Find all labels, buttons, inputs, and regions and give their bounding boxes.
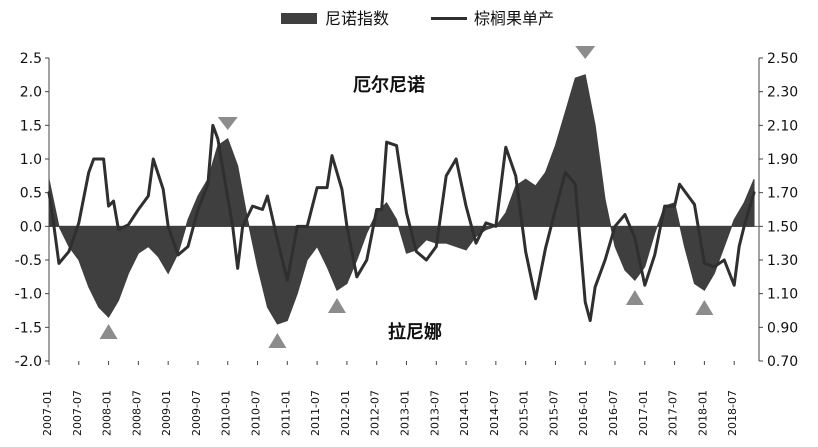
right-tick-label: 2.10 <box>767 118 798 134</box>
x-tick-label: 2012-07 <box>369 390 382 436</box>
right-tick-label: 1.90 <box>767 152 798 168</box>
legend-label: 尼诺指数 <box>325 9 389 28</box>
marker-down <box>575 46 596 59</box>
x-tick-label: 2013-01 <box>398 390 411 436</box>
x-tick-label: 2008-07 <box>130 390 143 436</box>
left-tick-label: 0.5 <box>20 186 42 202</box>
x-tick-label: 2011-07 <box>309 390 322 436</box>
marker-down <box>217 117 238 130</box>
la-nina-label: 拉尼娜 <box>388 321 442 343</box>
marker-up <box>625 290 644 305</box>
x-tick-label: 2018-01 <box>696 390 709 436</box>
left-tick-label: -2.0 <box>15 354 42 370</box>
marker-up <box>99 324 118 339</box>
right-tick-label: 2.50 <box>767 51 798 67</box>
x-tick-label: 2015-01 <box>518 390 531 436</box>
nino-area-path <box>48 74 755 325</box>
el-nino-label: 厄尔尼诺 <box>353 74 425 96</box>
x-tick-label: 2008-01 <box>101 390 114 436</box>
nino-area-series <box>48 74 755 325</box>
x-tick-label: 2016-07 <box>607 390 620 436</box>
x-tick-label: 2011-01 <box>279 390 292 436</box>
chart-axes: -2.0 -1.5 -1.0 -0.5 0.0 0.5 1.0 1.5 2.0 2.5 0.70 0.… <box>15 51 799 436</box>
chart-legend: 尼诺指数 棕榈果单产 <box>281 9 554 28</box>
right-tick-label: 0.70 <box>767 354 798 370</box>
x-tick-label: 2013-07 <box>428 390 441 436</box>
marker-up <box>268 333 287 348</box>
left-tick-label: 1.5 <box>20 118 42 134</box>
x-tick-label: 2010-01 <box>220 390 233 436</box>
marker-up <box>327 298 346 313</box>
x-tick-label: 2016-01 <box>577 390 590 436</box>
x-tick-label: 2009-07 <box>190 390 203 436</box>
right-tick-label: 1.10 <box>767 287 798 303</box>
x-tick-label: 2010-07 <box>250 390 263 436</box>
x-tick-label: 2017-01 <box>637 390 650 436</box>
x-tick-label: 2015-07 <box>547 390 560 436</box>
right-tick-label: 2.30 <box>767 85 798 101</box>
left-tick-label: -1.5 <box>15 320 42 336</box>
x-tick-label: 2009-01 <box>160 390 173 436</box>
palm-yield-line-series <box>47 123 756 323</box>
x-tick-label: 2007-07 <box>71 390 84 436</box>
marker-up <box>695 300 714 315</box>
palm-yield-line-path <box>47 123 756 323</box>
legend-label: 棕榈果单产 <box>474 9 554 28</box>
left-tick-label: 2.5 <box>20 51 42 67</box>
right-tick-label: 0.90 <box>767 320 798 336</box>
x-tick-label: 2017-07 <box>667 390 680 436</box>
x-tick-label: 2014-01 <box>458 390 471 436</box>
x-tick-label: 2007-01 <box>41 390 54 436</box>
left-tick-label: 0.0 <box>20 219 42 235</box>
left-tick-label: 1.0 <box>20 152 42 168</box>
legend-area-swatch <box>281 13 317 24</box>
right-tick-label: 1.50 <box>767 219 798 235</box>
right-tick-label: 1.70 <box>767 186 798 202</box>
left-tick-label: -0.5 <box>15 253 42 269</box>
x-tick-label: 2014-07 <box>488 390 501 436</box>
x-tick-label: 2018-07 <box>726 390 739 436</box>
x-tick-label: 2012-01 <box>339 390 352 436</box>
left-tick-label: -1.0 <box>15 287 42 303</box>
event-markers <box>99 46 714 348</box>
left-tick-label: 2.0 <box>20 85 42 101</box>
right-tick-label: 1.30 <box>767 253 798 269</box>
